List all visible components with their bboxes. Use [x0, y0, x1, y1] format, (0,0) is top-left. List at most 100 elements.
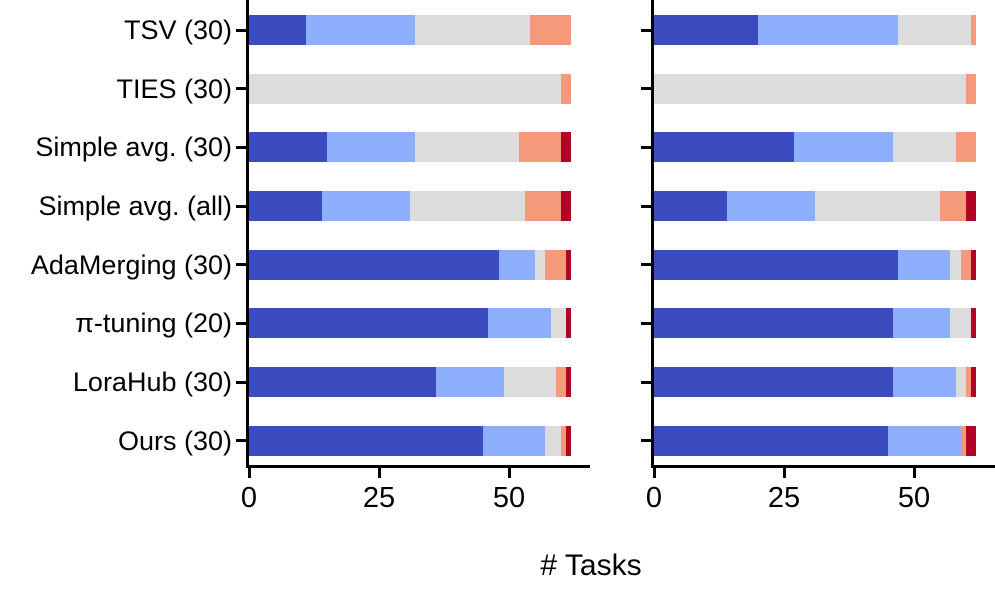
bar-segment-series-5-dark-red — [971, 367, 977, 398]
bar-segment-series-5-dark-red — [566, 308, 572, 339]
bar-segment-series-2-light-blue — [794, 132, 894, 163]
bar-row — [249, 425, 572, 456]
y-axis-tick — [236, 321, 246, 325]
y-axis-label: Simple avg. (30) — [35, 132, 232, 163]
bar-segment-series-3-gray — [898, 15, 972, 45]
bar-row — [654, 425, 977, 456]
x-axis-tick — [247, 465, 251, 478]
y-axis-labels: TSV (30) TIES (30) Simple avg. (30) Simple … — [0, 0, 232, 465]
panel-left: 0 25 50 — [236, 0, 590, 514]
y-axis-tick — [236, 145, 246, 149]
bar-segment-series-4-salmon — [561, 73, 572, 104]
bar-segment-series-1-dark-blue — [249, 15, 307, 45]
y-axis-tick — [641, 87, 651, 91]
y-axis-tick — [236, 380, 246, 384]
bar-segment-series-1-dark-blue — [249, 425, 483, 456]
x-axis-title: # Tasks — [540, 549, 642, 582]
bar-segment-series-3-gray — [955, 367, 966, 398]
bar-segment-series-4-salmon — [545, 249, 567, 280]
y-axis-label: LoraHub (30) — [72, 367, 232, 398]
bar-segment-series-3-gray — [545, 425, 561, 456]
bar-segment-series-4-salmon — [529, 15, 572, 45]
bar-row — [654, 73, 977, 104]
bar-segment-series-2-light-blue — [498, 249, 535, 280]
bar-segment-series-1-dark-blue — [654, 132, 795, 163]
x-axis-tick — [377, 465, 381, 478]
bar-row — [654, 249, 977, 280]
y-axis-tick — [641, 28, 651, 32]
bar-segment-series-3-gray — [950, 249, 961, 280]
bar-row — [654, 191, 977, 221]
x-axis-tick-label: 0 — [645, 482, 663, 514]
bar-segment-series-5-dark-red — [965, 425, 977, 456]
bar-segment-series-1-dark-blue — [249, 249, 499, 280]
bar-segment-series-4-salmon — [971, 15, 977, 45]
y-axis-tick — [236, 204, 246, 208]
bar-segment-series-4-salmon — [555, 367, 567, 398]
bar-segment-series-2-light-blue — [893, 367, 956, 398]
bar-segment-series-4-salmon — [960, 249, 972, 280]
bar-segment-series-1-dark-blue — [654, 308, 894, 339]
bar-row — [249, 249, 572, 280]
bar-segment-series-5-dark-red — [566, 249, 572, 280]
bar-segment-series-5-dark-red — [560, 132, 572, 163]
bar-segment-series-3-gray — [503, 367, 556, 398]
bar-segment-series-4-salmon — [524, 191, 561, 221]
y-axis-tick — [641, 439, 651, 443]
x-axis-tick — [507, 465, 511, 478]
x-axis-tick — [912, 465, 916, 478]
y-axis-tick — [236, 28, 246, 32]
bar-segment-series-4-salmon — [966, 73, 977, 104]
bar-segment-series-5-dark-red — [971, 308, 977, 339]
bar-segment-series-3-gray — [415, 132, 520, 163]
bar-segment-series-3-gray — [893, 132, 956, 163]
bar-segment-series-3-gray — [815, 191, 940, 221]
bar-segment-series-2-light-blue — [758, 15, 899, 45]
bar-segment-series-2-light-blue — [488, 308, 551, 339]
bar-segment-series-1-dark-blue — [654, 367, 894, 398]
x-axis-tick — [782, 465, 786, 478]
y-axis-tick — [236, 263, 246, 267]
bar-segment-series-4-salmon — [939, 191, 966, 221]
bar-row — [249, 367, 572, 398]
bar-segment-series-3-gray — [654, 73, 966, 104]
x-axis-tick — [652, 465, 656, 478]
bar-segment-series-2-light-blue — [321, 191, 411, 221]
bar-segment-series-2-light-blue — [726, 191, 816, 221]
bar-segment-series-3-gray — [410, 191, 525, 221]
bar-segment-series-5-dark-red — [971, 249, 977, 280]
x-axis-tick-label: 0 — [240, 482, 258, 514]
bar-segment-series-5-dark-red — [566, 367, 572, 398]
bar-segment-series-4-salmon — [960, 425, 966, 456]
y-axis-label: Simple avg. (all) — [38, 191, 232, 221]
bar-segment-series-1-dark-blue — [249, 367, 437, 398]
bar-segment-series-1-dark-blue — [249, 191, 322, 221]
y-axis-tick — [641, 321, 651, 325]
bar-segment-series-3-gray — [249, 73, 561, 104]
bar-segment-series-2-light-blue — [306, 15, 416, 45]
bar-segment-series-3-gray — [950, 308, 972, 339]
bar-segment-series-5-dark-red — [965, 191, 977, 221]
y-axis-label: π-tuning (20) — [75, 308, 232, 339]
bar-segment-series-1-dark-blue — [249, 132, 327, 163]
bar-segment-series-5-dark-red — [560, 191, 572, 221]
bar-row — [249, 191, 572, 221]
bar-row — [654, 367, 977, 398]
bar-segment-series-3-gray — [415, 15, 530, 45]
y-axis-label: Ours (30) — [117, 425, 232, 456]
bar-segment-series-3-gray — [534, 249, 546, 280]
x-axis-tick-label: 50 — [897, 482, 931, 514]
bar-segment-series-2-light-blue — [327, 132, 416, 163]
bar-segment-series-5-dark-red — [566, 425, 572, 456]
bar-segment-series-2-light-blue — [436, 367, 504, 398]
bar-row — [249, 308, 572, 339]
x-axis-tick-label: 25 — [362, 482, 396, 514]
bar-row — [654, 132, 977, 163]
bar-segment-series-4-salmon — [955, 132, 977, 163]
bar-row — [654, 308, 977, 339]
bar-segment-series-1-dark-blue — [654, 15, 758, 45]
y-axis-tick — [641, 263, 651, 267]
bar-segment-series-2-light-blue — [893, 308, 951, 339]
y-axis-label: TSV (30) — [123, 15, 232, 45]
